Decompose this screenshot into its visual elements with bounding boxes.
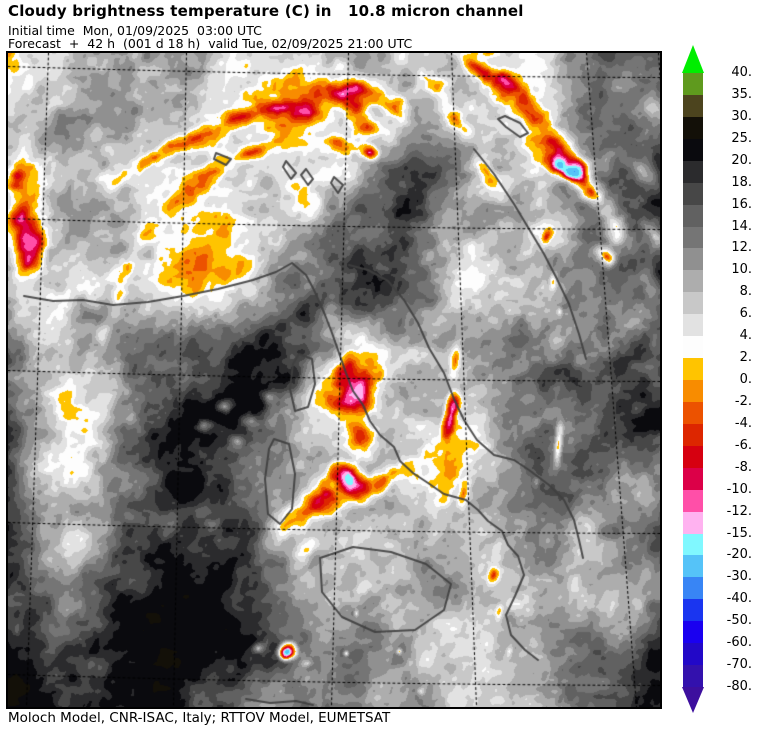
chart-title: Cloudy brightness temperature (C) in 10.… — [8, 2, 524, 20]
colorbar-label: -10. — [726, 481, 752, 497]
map-frame — [6, 51, 662, 709]
colorbar-label: 40. — [731, 65, 752, 80]
colorbar-label: -8. — [734, 459, 752, 475]
colorbar-label: -50. — [726, 613, 752, 629]
colorbar-label: -20. — [726, 547, 752, 563]
colorbar-label: 12. — [731, 240, 752, 256]
colorbar-segment — [683, 599, 703, 622]
colorbar-label: -4. — [734, 415, 752, 431]
colorbar-segment — [683, 182, 703, 206]
colorbar-label: -15. — [726, 525, 752, 541]
colorbar-segment — [683, 489, 703, 513]
colorbar-over-arrow — [682, 45, 704, 73]
colorbar-segment — [683, 621, 703, 644]
colorbar-segment — [683, 204, 703, 227]
colorbar-label: -40. — [726, 591, 752, 607]
colorbar-label: 18. — [731, 174, 752, 190]
colorbar-segment — [683, 555, 703, 578]
colorbar-segment — [683, 138, 703, 162]
attribution-text: Moloch Model, CNR-ISAC, Italy; RTTOV Mod… — [8, 710, 391, 726]
colorbar-segment — [683, 314, 703, 337]
colorbar-label: 6. — [739, 306, 752, 322]
colorbar-label: 10. — [731, 262, 752, 278]
colorbar-segment — [683, 401, 703, 425]
colorbar-label: -80. — [726, 679, 752, 694]
colorbar-label: 25. — [731, 130, 752, 146]
colorbar-segment — [683, 160, 703, 184]
colorbar-segment — [683, 226, 703, 249]
colorbar-segment — [683, 358, 703, 381]
colorbar-segment — [683, 336, 703, 359]
colorbar-label: -2. — [734, 393, 752, 409]
colorbar-segment — [683, 511, 703, 534]
colorbar-label: 8. — [739, 284, 752, 300]
colorbar-under-arrow — [682, 687, 704, 713]
colorbar-label: 30. — [731, 108, 752, 124]
colorbar-label: -30. — [726, 569, 752, 585]
forecast-valid-text: Forecast + 42 h (001 d 18 h) valid Tue, … — [8, 36, 413, 51]
colorbar-label: 14. — [731, 218, 752, 234]
colorbar-label: 16. — [731, 196, 752, 212]
colorbar-label: -70. — [726, 657, 752, 673]
colorbar-segment — [683, 270, 703, 293]
colorbar-label: 2. — [739, 350, 752, 366]
colorbar-segment — [683, 116, 703, 140]
colorbar-label: -6. — [734, 437, 752, 453]
colorbar-label: -12. — [726, 503, 752, 519]
colorbar-label: 4. — [739, 328, 752, 344]
brightness-temperature-map-canvas — [8, 53, 660, 707]
colorbar-segment — [683, 533, 703, 556]
colorbar-segment — [683, 467, 703, 491]
colorbar-segment — [683, 292, 703, 315]
initial-time-text: Initial time Mon, 01/09/2025 03:00 UTC — [8, 23, 262, 38]
colorbar-segment — [683, 577, 703, 600]
colorbar-segment — [683, 643, 703, 666]
colorbar-label: 20. — [731, 152, 752, 168]
colorbar-segment — [683, 380, 703, 403]
colorbar-label: -60. — [726, 635, 752, 651]
colorbar-segment — [683, 73, 703, 96]
colorbar-segment — [683, 665, 703, 688]
colorbar-segment — [683, 94, 703, 118]
colorbar-segment — [683, 445, 703, 469]
colorbar-label: 0. — [739, 372, 752, 387]
colorbar-segment — [683, 423, 703, 447]
colorbar-segment — [683, 248, 703, 271]
colorbar-label: 35. — [731, 86, 752, 102]
